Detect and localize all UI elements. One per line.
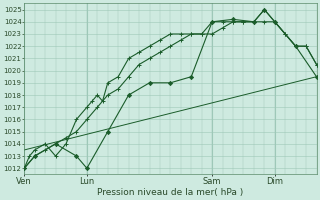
X-axis label: Pression niveau de la mer( hPa ): Pression niveau de la mer( hPa ) (97, 188, 244, 197)
